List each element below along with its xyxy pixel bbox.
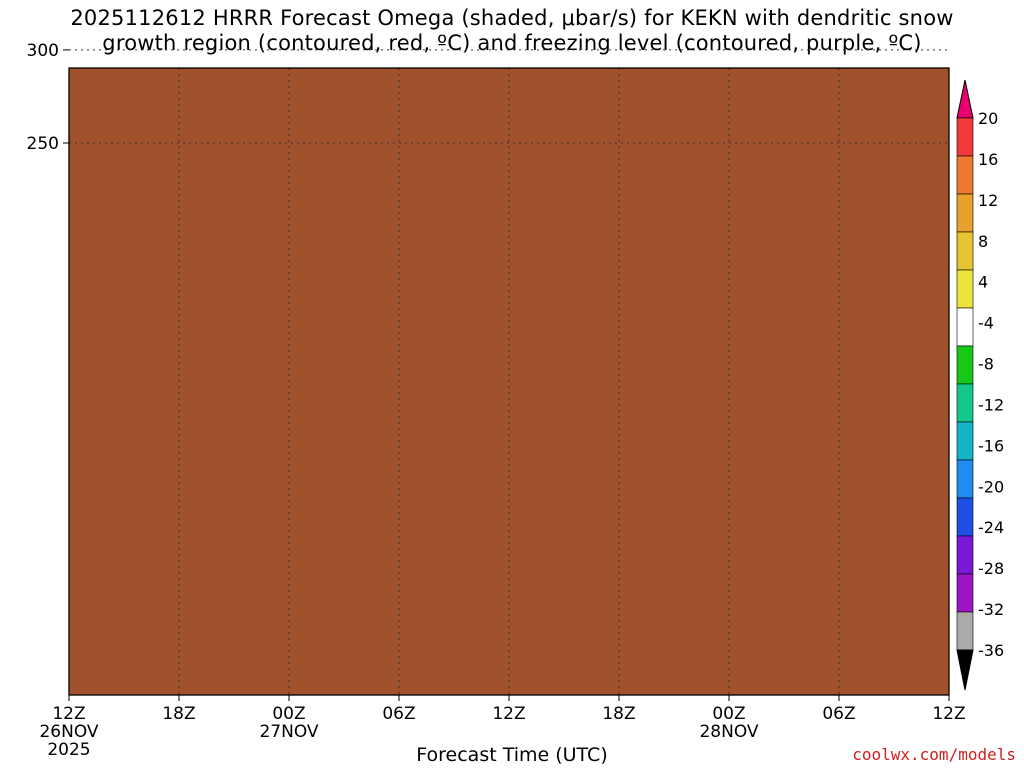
colorbar-swatch-3 — [956, 193, 974, 233]
colorbar-swatch-13 — [956, 573, 974, 613]
colorbar-swatch-6 — [956, 307, 974, 347]
xtick-label-3: 06Z — [382, 704, 415, 724]
colorbar-label-2: 12 — [978, 191, 998, 210]
chart-title-line2: growth region (contoured, red, ºC) and f… — [102, 31, 922, 55]
colorbar-label-10: -24 — [978, 518, 1004, 537]
omega-band-minus24 — [69, 0, 949, 1]
colorbar: 20 16 12 8 4 -4 -8 -12 -16 -20 -24 -28 -32 -36 — [956, 79, 1004, 691]
x-axis-title: Forecast Time (UTC) — [416, 744, 608, 766]
colorbar-label-0: 20 — [978, 109, 998, 128]
colorbar-label-3: 8 — [978, 232, 988, 251]
colorbar-label-11: -28 — [978, 559, 1004, 578]
colorbar-swatch-12 — [956, 535, 974, 575]
colorbar-swatch-8 — [956, 383, 974, 423]
colorbar-swatch-10 — [956, 459, 974, 499]
colorbar-label-12: -32 — [978, 600, 1004, 619]
xtick-label-1: 18Z — [162, 704, 195, 724]
chart-title-line1: 2025112612 HRRR Forecast Omega (shaded, … — [70, 6, 954, 30]
xtick-label-7: 06Z — [822, 704, 855, 724]
colorbar-swatch-11 — [956, 497, 974, 537]
xtick-label-5: 18Z — [602, 704, 635, 724]
colorbar-label-4: 4 — [978, 273, 988, 292]
omega-band-minus16 — [69, 0, 949, 67]
colorbar-label-5: -4 — [978, 314, 994, 333]
colorbar-label-8: -16 — [978, 436, 1004, 455]
colorbar-swatch-5 — [956, 269, 974, 309]
omega-band-minus20 — [69, 0, 949, 33]
ytick-label-300: 300 — [27, 41, 59, 61]
colorbar-label-9: -20 — [978, 477, 1004, 496]
colorbar-swatch-1 — [956, 117, 974, 157]
colorbar-swatch-14 — [956, 611, 974, 651]
colorbar-swatch-9 — [956, 421, 974, 461]
xtick-date-6: 28NOV — [699, 722, 758, 742]
colorbar-label-6: -8 — [978, 355, 994, 374]
xtick-date-0: 26NOV — [39, 722, 98, 742]
colorbar-label-13: -36 — [978, 641, 1004, 660]
colorbar-swatch-4 — [956, 231, 974, 271]
xtick-label-4: 12Z — [492, 704, 525, 724]
colorbar-bottom-arrow — [956, 649, 974, 691]
colorbar-top-arrow — [956, 79, 974, 119]
xtick-label-6: 00Z — [712, 704, 745, 724]
xtick-date-2: 27NOV — [259, 722, 318, 742]
xtick-label-2: 00Z — [272, 704, 305, 724]
xtick-year-0: 2025 — [47, 740, 90, 760]
colorbar-label-7: -12 — [978, 395, 1004, 414]
colorbar-swatch-7 — [956, 345, 974, 385]
xtick-label-0: 12Z — [52, 704, 85, 724]
colorbar-swatch-2 — [956, 155, 974, 195]
colorbar-label-1: 16 — [978, 150, 998, 169]
xtick-label-8: 12Z — [932, 704, 965, 724]
ytick-label-250: 250 — [27, 134, 59, 154]
y-axis: 2503003504004505005506006507007508008509… — [27, 41, 69, 154]
credit-label: coolwx.com/models — [852, 745, 1016, 764]
